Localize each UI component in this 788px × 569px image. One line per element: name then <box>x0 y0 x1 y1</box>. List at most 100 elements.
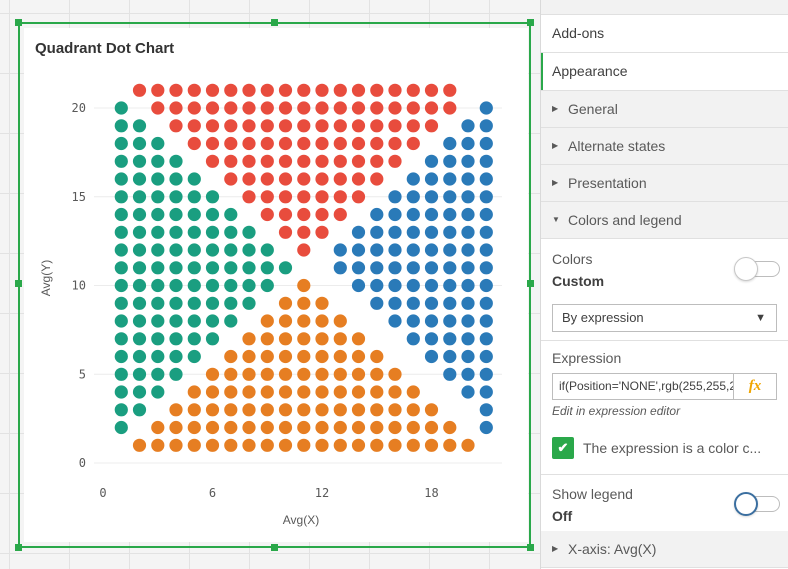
dot-orange[interactable] <box>315 296 329 310</box>
dot-orange[interactable] <box>242 332 256 346</box>
dot-blue[interactable] <box>370 243 384 257</box>
dot-red[interactable] <box>187 136 201 151</box>
dot-blue[interactable] <box>479 332 493 346</box>
dot-orange[interactable] <box>315 367 329 381</box>
dot-blue[interactable] <box>388 190 402 204</box>
dot-blue[interactable] <box>406 243 420 257</box>
dot-green[interactable] <box>132 296 147 310</box>
dot-orange[interactable] <box>278 314 293 328</box>
dot-red[interactable] <box>333 136 347 151</box>
dot-green[interactable] <box>187 190 201 204</box>
color-mode-select[interactable]: By expression ▼ <box>552 304 777 332</box>
dot-green[interactable] <box>205 190 220 204</box>
dot-orange[interactable] <box>351 367 366 381</box>
dot-blue[interactable] <box>479 349 493 364</box>
dot-orange[interactable] <box>297 385 311 399</box>
dot-green[interactable] <box>151 314 165 328</box>
dot-blue[interactable] <box>479 172 493 186</box>
dot-orange[interactable] <box>315 314 329 328</box>
dot-green[interactable] <box>187 296 201 310</box>
dot-red[interactable] <box>224 119 238 133</box>
dot-orange[interactable] <box>351 403 366 417</box>
dot-green[interactable] <box>169 278 183 293</box>
dot-red[interactable] <box>297 243 311 257</box>
dot-blue[interactable] <box>424 278 439 293</box>
dot-red[interactable] <box>297 136 311 151</box>
dot-orange[interactable] <box>406 420 420 435</box>
dot-green[interactable] <box>132 225 147 239</box>
dot-green[interactable] <box>242 225 256 239</box>
dot-red[interactable] <box>297 119 311 133</box>
dot-red[interactable] <box>333 190 347 204</box>
dot-blue[interactable] <box>461 332 475 346</box>
dot-green[interactable] <box>169 243 183 257</box>
dot-red[interactable] <box>424 83 439 97</box>
dot-orange[interactable] <box>297 349 311 364</box>
dot-red[interactable] <box>315 172 329 186</box>
dot-blue[interactable] <box>406 172 420 186</box>
dot-orange[interactable] <box>297 438 311 452</box>
dot-blue[interactable] <box>406 261 420 275</box>
dot-green[interactable] <box>114 225 128 239</box>
dot-red[interactable] <box>278 172 293 186</box>
dot-blue[interactable] <box>461 314 475 328</box>
dot-orange[interactable] <box>151 438 165 452</box>
dot-red[interactable] <box>187 101 201 115</box>
dot-orange[interactable] <box>443 420 457 435</box>
color-code-checkbox-row[interactable]: ✔ The expression is a color c... <box>541 418 788 462</box>
dot-orange[interactable] <box>205 385 220 399</box>
dot-green[interactable] <box>187 243 201 257</box>
dot-blue[interactable] <box>388 207 402 222</box>
dot-green[interactable] <box>114 420 128 435</box>
dot-orange[interactable] <box>205 420 220 435</box>
dot-green[interactable] <box>169 207 183 222</box>
resize-handle-top[interactable] <box>271 19 278 26</box>
dot-orange[interactable] <box>205 403 220 417</box>
chart-object[interactable]: Quadrant Dot Chart 0 5 10 15 20 0 6 12 18 Avg(X)… <box>24 28 528 542</box>
resize-handle-top-right[interactable] <box>527 19 534 26</box>
dot-blue[interactable] <box>479 154 493 168</box>
dot-green[interactable] <box>114 243 128 257</box>
dot-orange[interactable] <box>278 420 293 435</box>
dot-red[interactable] <box>388 136 402 151</box>
dot-orange[interactable] <box>315 420 329 435</box>
dot-orange[interactable] <box>278 385 293 399</box>
dot-green[interactable] <box>132 403 147 417</box>
resize-handle-bottom-left[interactable] <box>15 544 22 551</box>
dot-green[interactable] <box>169 154 183 168</box>
dot-blue[interactable] <box>443 332 457 346</box>
dot-green[interactable] <box>132 261 147 275</box>
dot-orange[interactable] <box>315 385 329 399</box>
section-x-axis[interactable]: ▶ X-axis: Avg(X) <box>541 531 788 568</box>
dot-orange[interactable] <box>242 403 256 417</box>
dot-red[interactable] <box>297 225 311 239</box>
dot-red[interactable] <box>297 83 311 97</box>
dot-red[interactable] <box>315 225 329 239</box>
dot-red[interactable] <box>406 119 420 133</box>
dot-green[interactable] <box>224 207 238 222</box>
dot-green[interactable] <box>114 190 128 204</box>
dot-blue[interactable] <box>479 207 493 222</box>
dot-orange[interactable] <box>406 385 420 399</box>
dot-blue[interactable] <box>424 296 439 310</box>
dot-red[interactable] <box>406 136 420 151</box>
dot-red[interactable] <box>242 83 256 97</box>
dot-orange[interactable] <box>315 438 329 452</box>
dot-blue[interactable] <box>443 314 457 328</box>
dot-red[interactable] <box>187 119 201 133</box>
dot-green[interactable] <box>114 207 128 222</box>
dot-blue[interactable] <box>424 243 439 257</box>
dot-red[interactable] <box>315 119 329 133</box>
dot-green[interactable] <box>132 278 147 293</box>
dot-red[interactable] <box>297 172 311 186</box>
dot-green[interactable] <box>187 332 201 346</box>
dot-green[interactable] <box>169 349 183 364</box>
dot-red[interactable] <box>370 101 384 115</box>
dot-red[interactable] <box>278 83 293 97</box>
tab-appearance[interactable]: Appearance <box>541 53 788 91</box>
dot-red[interactable] <box>315 207 329 222</box>
dot-orange[interactable] <box>388 403 402 417</box>
dot-red[interactable] <box>297 190 311 204</box>
dot-red[interactable] <box>315 136 329 151</box>
dot-green[interactable] <box>169 314 183 328</box>
